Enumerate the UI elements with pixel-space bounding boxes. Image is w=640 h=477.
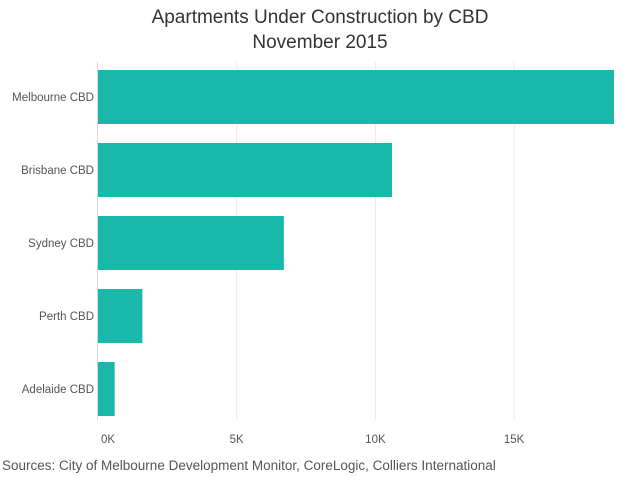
x-tick-label-2: 10K — [365, 434, 386, 446]
bar-3 — [98, 289, 143, 343]
category-label-4: Adelaide CBD — [22, 384, 94, 396]
chart-subtitle: November 2015 — [252, 32, 388, 53]
category-label-2: Sydney CBD — [28, 238, 94, 250]
category-label-0: Melbourne CBD — [12, 92, 94, 104]
category-label-1: Brisbane CBD — [21, 165, 94, 177]
x-tick-label-3: 15K — [504, 434, 525, 446]
chart-title: Apartments Under Construction by CBD — [151, 7, 489, 28]
category-label-3: Perth CBD — [39, 311, 94, 323]
x-tick-label-0: 0K — [101, 434, 115, 446]
bar-4 — [98, 362, 115, 416]
x-tick-label-1: 5K — [230, 434, 244, 446]
bar-0 — [98, 70, 614, 124]
bar-1 — [98, 143, 393, 197]
source-note: Sources: City of Melbourne Development M… — [2, 458, 496, 473]
bar-2 — [98, 216, 284, 270]
